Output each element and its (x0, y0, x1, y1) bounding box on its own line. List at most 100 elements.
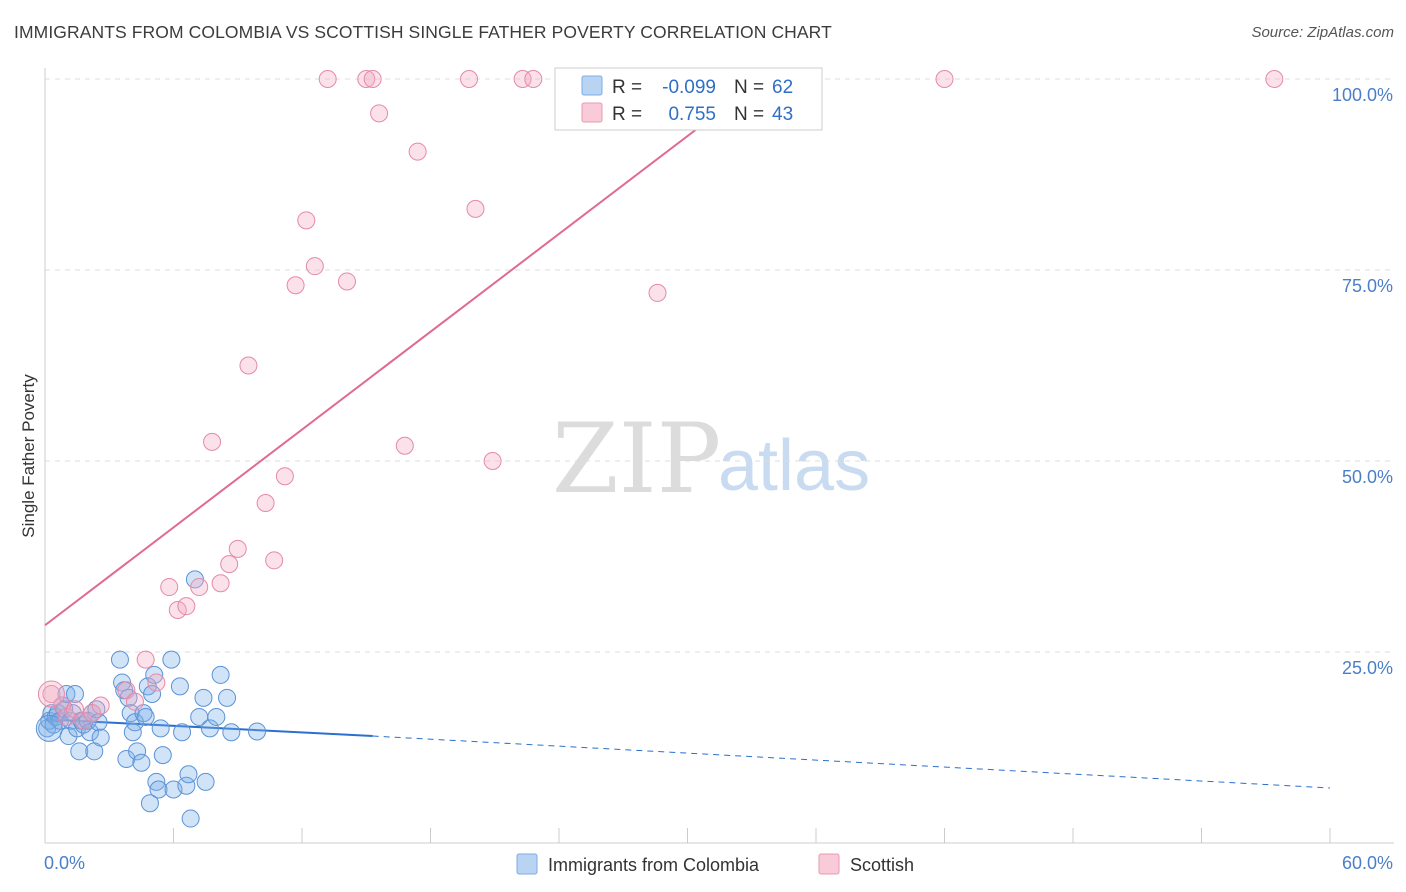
scottish-point-31 (395, 436, 414, 455)
scottish-point-18 (228, 539, 247, 558)
colombia-point-38 (143, 685, 162, 704)
bottom-legend-swatch-scottish (818, 853, 840, 875)
scottish-point-29 (363, 70, 382, 88)
colombia-point-33 (128, 742, 147, 761)
scottish-point-39 (648, 283, 667, 302)
scottish-point-13 (177, 597, 196, 616)
legend-swatch-scottish (581, 102, 603, 123)
source-credit: Source: ZipAtlas.com (1251, 24, 1394, 41)
scottish-point-12 (168, 600, 187, 619)
colombia-point-25 (110, 650, 129, 669)
x-tick-label-max: 60.0% (1342, 853, 1393, 873)
trend-lines (44, 78, 1331, 789)
scottish-point-11 (160, 578, 179, 597)
scottish-point-6 (91, 696, 110, 715)
scottish-point-30 (370, 104, 389, 123)
scottish-point-41 (935, 70, 954, 88)
chart-title: IMMIGRANTS FROM COLOMBIA VS SCOTTISH SIN… (14, 22, 832, 42)
colombia-point-40 (147, 772, 166, 791)
scottish-point-15 (203, 432, 222, 451)
scottish-point-36 (513, 70, 532, 88)
scottish-point-34 (466, 199, 485, 218)
colombia-point-15 (70, 742, 89, 761)
legend-n-value-1: 62 (772, 77, 793, 98)
colombia-point-53 (194, 688, 213, 707)
scottish-point-20 (256, 494, 275, 513)
colombia-point-30 (121, 704, 140, 723)
scottish-point-33 (460, 70, 479, 88)
scottish-point-37 (524, 70, 543, 88)
colombia-point-47 (173, 723, 192, 742)
scottish-point-42 (1265, 70, 1284, 88)
scottish-point-24 (297, 211, 316, 230)
trend-line-scottish (44, 78, 764, 627)
scottish-point-25 (305, 257, 324, 276)
scottish-point-16 (211, 574, 230, 593)
scottish-point-26 (318, 70, 337, 88)
colombia-point-54 (196, 772, 215, 791)
grid-lines (45, 78, 1394, 653)
x-tick-label-min: 0.0% (44, 853, 85, 873)
colombia-point-41 (149, 780, 168, 799)
y-tick-label-25: 25.0% (1342, 658, 1393, 678)
colombia-point-55 (200, 719, 219, 738)
colombia-point-44 (162, 650, 181, 669)
bottom-legend-label-scottish: Scottish (850, 855, 914, 875)
colombia-point-13 (65, 685, 84, 704)
colombia-point-43 (153, 746, 172, 765)
colombia-point-24 (91, 728, 110, 747)
colombia-point-56 (207, 707, 226, 726)
bottom-legend-swatch-colombia (516, 853, 538, 875)
legend-n-label-1: N = (734, 77, 764, 98)
colombia-point-46 (170, 677, 189, 696)
colombia-point-61 (248, 722, 267, 741)
y-tick-label-50: 50.0% (1342, 467, 1393, 487)
legend-r-value-2: 0.755 (668, 104, 716, 125)
watermark-atlas: atlas (718, 426, 870, 506)
legend-r-label-1: R = (612, 77, 642, 98)
y-axis-label: Single Father Poverty (19, 374, 38, 538)
scottish-point-23 (286, 276, 305, 295)
colombia-point-39 (145, 665, 164, 684)
points-colombia (35, 570, 267, 828)
trend-line-colombia-extension (372, 735, 1331, 789)
colombia-point-59 (222, 723, 241, 742)
colombia-point-50 (181, 809, 200, 828)
y-tick-label-100: 100.0% (1332, 85, 1393, 105)
scottish-point-17 (220, 555, 239, 574)
colombia-point-36 (136, 707, 155, 726)
colombia-point-42 (151, 719, 170, 738)
colombia-point-58 (218, 688, 237, 707)
scottish-point-35 (483, 452, 502, 470)
legend-r-label-2: R = (612, 104, 642, 125)
series-legend: Immigrants from Colombia Scottish (516, 853, 914, 875)
scottish-point-27 (337, 272, 356, 291)
scottish-point-21 (265, 551, 284, 570)
y-tick-label-75: 75.0% (1342, 276, 1393, 296)
scottish-point-cluster (37, 680, 65, 708)
legend-n-value-2: 43 (772, 104, 793, 125)
points-scottish (37, 70, 1284, 730)
legend-r-value-1: -0.099 (662, 77, 716, 98)
scottish-point-10 (147, 673, 166, 692)
colombia-point-cluster (35, 714, 63, 742)
scottish-point-14 (190, 578, 209, 597)
legend-n-label-2: N = (734, 104, 764, 125)
scottish-point-8 (125, 692, 144, 711)
legend-swatch-colombia (581, 75, 603, 96)
scottish-point-28 (357, 70, 376, 88)
colombia-point-48 (177, 776, 196, 795)
colombia-point-57 (211, 665, 230, 684)
colombia-point-28 (117, 749, 136, 768)
correlation-legend: R = -0.099 N = 62 R = 0.755 N = 43 (554, 67, 823, 131)
scottish-point-19 (239, 356, 258, 375)
y-tick-labels: 25.0% 50.0% 75.0% 100.0% (1332, 85, 1393, 678)
scottish-point-0 (42, 685, 61, 704)
scottish-point-9 (136, 650, 155, 669)
watermark-zip: ZIP (552, 403, 721, 515)
scottish-point-32 (408, 142, 427, 161)
colombia-point-49 (179, 765, 198, 784)
x-ticks (44, 828, 1331, 843)
colombia-point-34 (132, 753, 151, 772)
